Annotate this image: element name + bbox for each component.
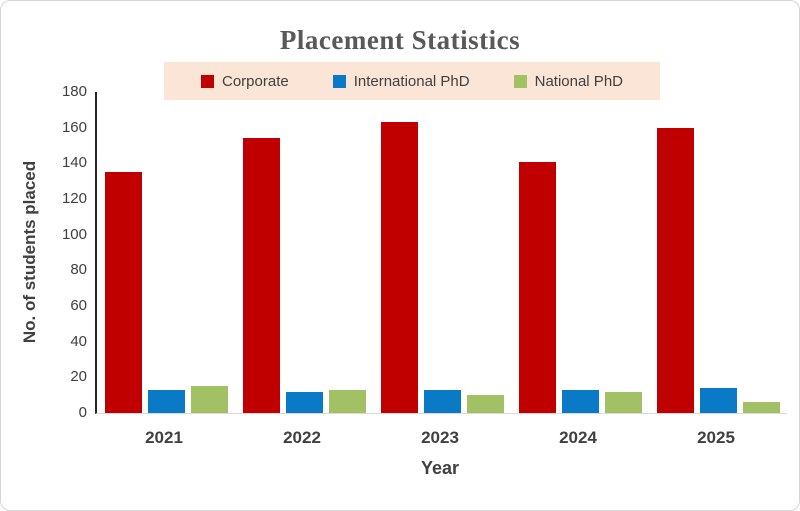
chart-title: Placement Statistics xyxy=(279,25,521,55)
bar-corporate-2021 xyxy=(104,172,142,413)
bar-corporate-2023 xyxy=(380,122,418,413)
bar-national-phd-2021 xyxy=(190,386,228,413)
bar-national-phd-2024 xyxy=(604,391,642,413)
bar-national-phd-2023 xyxy=(466,395,504,413)
x-tick-label: 2021 xyxy=(145,428,183,447)
y-tick-label: 0 xyxy=(78,404,87,421)
x-tick-label: 2025 xyxy=(697,428,735,447)
bar-corporate-2022 xyxy=(242,138,280,413)
y-tick-label: 20 xyxy=(70,368,87,386)
legend-swatch-icon xyxy=(332,74,346,88)
plot-area xyxy=(95,92,787,414)
legend-swatch-icon xyxy=(513,74,527,88)
legend-label: Corporate xyxy=(222,72,289,90)
x-axis-title: Year xyxy=(420,458,460,478)
legend-item-2: National PhD xyxy=(513,72,623,90)
bar-national-phd-2022 xyxy=(328,389,366,413)
y-tick-label: 140 xyxy=(61,154,87,172)
bar-international-phd-2024 xyxy=(561,389,599,413)
y-tick-label: 100 xyxy=(61,225,87,243)
y-tick-label: 180 xyxy=(61,83,87,100)
legend-label: National PhD xyxy=(534,72,623,90)
bar-international-phd-2025 xyxy=(699,388,737,413)
bar-international-phd-2022 xyxy=(285,391,323,413)
bar-national-phd-2025 xyxy=(742,402,780,413)
legend-swatch-icon xyxy=(201,74,214,88)
y-tick-label: 160 xyxy=(61,118,87,136)
x-tick-label: 2024 xyxy=(559,428,597,447)
bar-corporate-2024 xyxy=(518,161,556,413)
y-tick-label: 40 xyxy=(70,332,87,350)
x-tick-label: 2023 xyxy=(421,428,459,447)
bar-international-phd-2021 xyxy=(147,389,185,413)
y-tick-label: 80 xyxy=(70,261,87,279)
y-tick-label: 120 xyxy=(61,190,87,207)
y-tick-label: 60 xyxy=(70,297,87,314)
legend-label: International PhD xyxy=(353,72,470,90)
bar-corporate-2025 xyxy=(656,127,694,413)
legend: Corporate International PhD National PhD xyxy=(164,62,660,100)
x-tick-label: 2022 xyxy=(283,428,321,447)
legend-item-1: International PhD xyxy=(332,72,470,90)
bar-international-phd-2023 xyxy=(423,389,461,413)
legend-item-0: Corporate xyxy=(201,73,289,90)
